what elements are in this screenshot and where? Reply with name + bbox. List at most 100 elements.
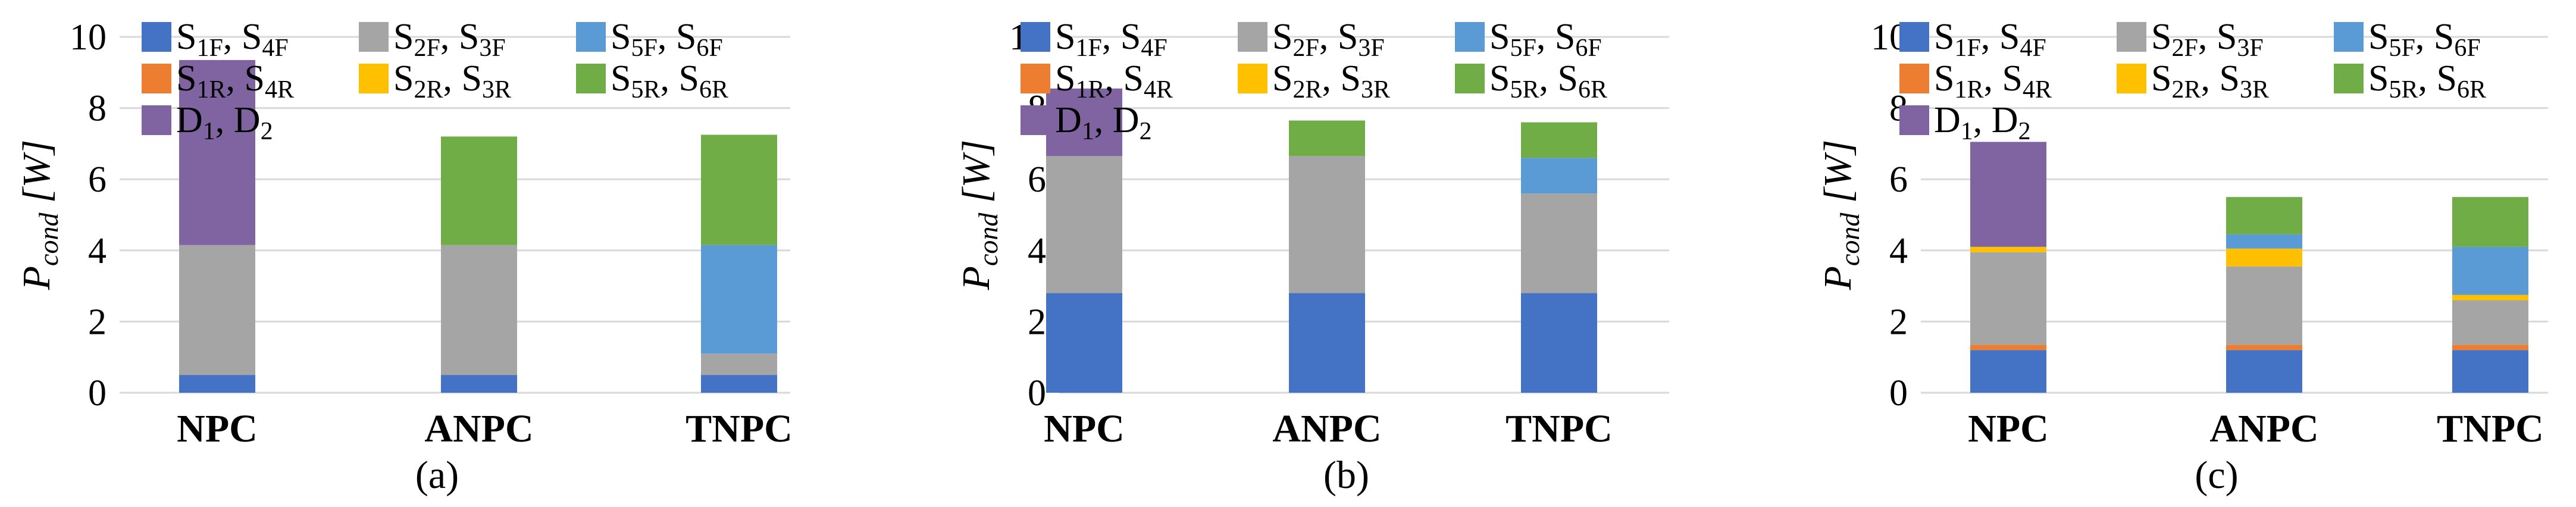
x-tick-label: TNPC	[686, 407, 793, 450]
legend-swatch	[142, 22, 171, 52]
legend-swatch	[2334, 64, 2364, 93]
legend-label: S1R, S4R	[1934, 58, 2052, 104]
bar-segment-s1f-s4f	[2452, 350, 2528, 393]
panel-label: (a)	[415, 453, 459, 497]
chart-panel-a: 0 2 4 6 8 10 Pcond [W] NPC ANPC TNPC (a) S1F, S4F S2…	[15, 17, 793, 497]
legend-label: S2R, S3R	[393, 58, 511, 104]
legend: S1F, S4F S2F, S3F S5F, S6F S1R, S4R S2R, S3R…	[1899, 17, 2486, 145]
legend-swatch	[2117, 64, 2146, 93]
y-tick-label: 0	[1028, 373, 1046, 414]
bar-segment-s2r-s3r	[1970, 246, 2046, 252]
y-axis-label: Pcond [W]	[954, 140, 1003, 291]
legend-swatch	[142, 105, 171, 135]
legend-label: S5R, S6R	[611, 58, 728, 104]
legend-swatch	[1021, 22, 1050, 52]
bar-segment-s5f-s6f	[1521, 158, 1597, 194]
bar-segment-s5f-s6f	[701, 245, 777, 354]
legend-swatch	[576, 22, 606, 52]
legend-label: S5F, S6F	[611, 17, 723, 62]
legend-label: S2F, S3F	[1272, 17, 1385, 62]
x-tick-label: ANPC	[424, 407, 533, 450]
panel-label: (b)	[1323, 453, 1369, 497]
bar-segment-s5r-s6r	[1289, 120, 1365, 157]
bar-segment-s1f-s4f	[1970, 350, 2046, 393]
bar-segment-s2r-s3r	[2226, 248, 2302, 267]
y-tick-label: 0	[88, 373, 107, 414]
legend-swatch	[1899, 64, 1929, 93]
legend-swatch	[2117, 22, 2146, 52]
legend-label: S1F, S4F	[176, 17, 289, 62]
bar-segment-s5r-s6r	[1521, 122, 1597, 158]
legend-swatch	[1899, 105, 1929, 135]
bar-segment-s2f-s3f	[2452, 300, 2528, 345]
bar-segment-d1-d2	[179, 60, 255, 245]
legend-label: S2R, S3R	[1272, 58, 1390, 104]
bar-segment-s2f-s3f	[1046, 156, 1122, 293]
bar-segment-s1r-s4r	[2226, 345, 2302, 350]
bar-segment-s5r-s6r	[441, 136, 517, 245]
legend-swatch	[1021, 105, 1050, 135]
y-tick-label: 2	[1028, 302, 1046, 342]
bar-segment-s1f-s4f	[2226, 350, 2302, 393]
legend-swatch	[1455, 64, 1485, 93]
y-tick-label: 2	[88, 302, 107, 342]
legend-swatch	[142, 64, 171, 93]
bar-segment-s1f-s4f	[701, 375, 777, 393]
bar-segment-s2r-s3r	[2452, 295, 2528, 301]
bar-segment-s2f-s3f	[1521, 193, 1597, 293]
bar-segment-s2f-s3f	[1970, 252, 2046, 345]
legend-swatch	[359, 22, 389, 52]
legend-swatch	[1238, 64, 1267, 93]
bar-segment-s1f-s4f	[441, 375, 517, 393]
legend: S1F, S4F S2F, S3F S5F, S6F S1R, S4R S2R, S3R…	[1021, 17, 1607, 145]
legend-label: S1F, S4F	[1934, 17, 2046, 62]
y-axis-label: Pcond [W]	[15, 140, 64, 291]
bar-segment-d1-d2	[1970, 142, 2046, 247]
legend-label: S5R, S6R	[2368, 58, 2486, 104]
legend-swatch	[359, 64, 389, 93]
legend-label: S1R, S4R	[1055, 58, 1173, 104]
legend-label: D1, D2	[1055, 100, 1152, 145]
y-tick-label: 6	[1028, 159, 1046, 200]
legend: S1F, S4F S2F, S3F S5F, S6F S1R, S4R S2R, S3R…	[142, 17, 728, 145]
bar-segment-s5r-s6r	[2226, 197, 2302, 234]
bar-segment-d1-d2	[1046, 88, 1122, 157]
bar-segment-s1f-s4f	[179, 375, 255, 393]
x-tick-label: TNPC	[2437, 407, 2544, 450]
legend-label: D1, D2	[1934, 100, 2031, 145]
x-tick-label: NPC	[1968, 407, 2049, 450]
legend-label: S1F, S4F	[1055, 17, 1168, 62]
bar-segment-s1r-s4r	[1970, 345, 2046, 350]
bar-segment-s2f-s3f	[2226, 266, 2302, 345]
y-tick-label: 6	[88, 159, 107, 200]
bar-segment-s5r-s6r	[2452, 197, 2528, 247]
x-tick-label: ANPC	[2209, 407, 2318, 450]
bar-segment-s1r-s4r	[2452, 345, 2528, 350]
bar-segment-s5f-s6f	[2452, 246, 2528, 295]
legend-swatch	[1899, 22, 1929, 52]
bar-segment-s2f-s3f	[179, 245, 255, 375]
x-tick-label: NPC	[1044, 407, 1125, 450]
panel-label: (c)	[2195, 453, 2238, 497]
legend-label: S5R, S6R	[1489, 58, 1607, 104]
legend-swatch	[1238, 22, 1267, 52]
legend-label: S2F, S3F	[393, 17, 506, 62]
legend-swatch	[2334, 22, 2364, 52]
legend-swatch	[1021, 64, 1050, 93]
bar-segment-s1f-s4f	[1046, 293, 1122, 393]
x-tick-label: ANPC	[1272, 407, 1381, 450]
y-tick-label: 4	[1028, 231, 1046, 271]
legend-label: D1, D2	[176, 100, 273, 145]
bar-segment-s5r-s6r	[701, 134, 777, 245]
legend-label: S2R, S3R	[2151, 58, 2269, 104]
x-tick-label: NPC	[177, 407, 258, 450]
legend-label: S5F, S6F	[2368, 17, 2481, 62]
bar-segment-s5f-s6f	[2226, 234, 2302, 249]
y-tick-label: 10	[70, 17, 107, 58]
legend-label: S5F, S6F	[1489, 17, 1602, 62]
bar-segment-s2f-s3f	[441, 245, 517, 375]
legend-swatch	[1455, 22, 1485, 52]
y-axis-label: Pcond [W]	[1816, 140, 1865, 291]
